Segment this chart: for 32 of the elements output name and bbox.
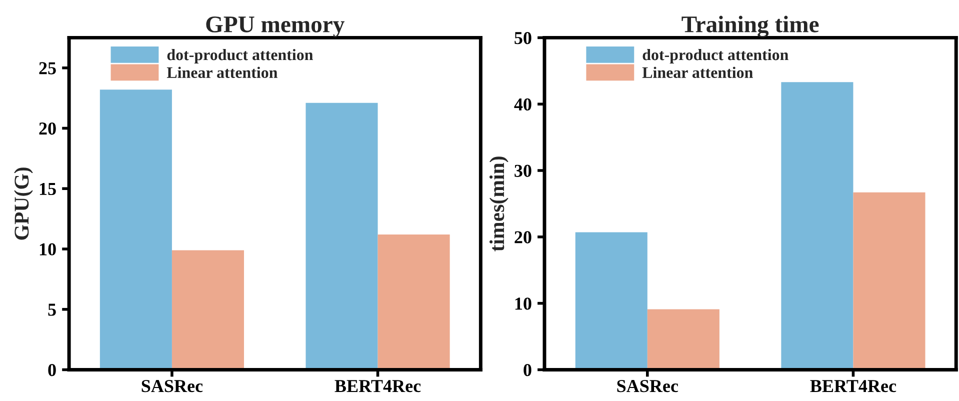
x-tick-label: BERT4Rec bbox=[810, 380, 896, 392]
x-tick-label: SASRec bbox=[142, 380, 203, 392]
bar bbox=[378, 234, 450, 370]
y-tick-label: 0 bbox=[524, 364, 532, 376]
y-tick-label: 20 bbox=[39, 122, 56, 135]
legend-label: dot-product attention bbox=[642, 48, 788, 64]
y-tick-label: 10 bbox=[515, 298, 532, 310]
y-tick-label: 0 bbox=[48, 364, 56, 376]
y-tick-label: 25 bbox=[39, 62, 56, 74]
chart-title: GPU memory bbox=[206, 16, 344, 38]
bar bbox=[100, 90, 172, 370]
y-tick-label: 5 bbox=[48, 304, 56, 316]
y-tick-label: 30 bbox=[514, 164, 532, 177]
y-tick-label: 20 bbox=[514, 231, 532, 244]
y-axis-title: times(min) bbox=[489, 156, 508, 252]
x-tick-label: BERT4Rec bbox=[334, 380, 421, 392]
legend-label: Linear attention bbox=[166, 66, 278, 78]
legend-label: Linear attention bbox=[642, 66, 753, 78]
y-tick-label: 40 bbox=[514, 98, 532, 111]
bar bbox=[306, 102, 378, 370]
bar bbox=[172, 250, 244, 370]
bar bbox=[853, 192, 926, 370]
y-axis-title: GPU(G) bbox=[14, 168, 33, 240]
x-tick-label: SASRec bbox=[617, 380, 678, 392]
legend-label: dot-product attention bbox=[167, 48, 313, 64]
bar bbox=[575, 232, 648, 370]
y-tick-label: 50 bbox=[514, 32, 532, 44]
y-tick-label: 15 bbox=[40, 182, 56, 196]
bar bbox=[781, 82, 854, 370]
bar bbox=[647, 309, 720, 370]
y-tick-label: 10 bbox=[40, 243, 56, 256]
chart-title: Training time bbox=[682, 16, 819, 38]
